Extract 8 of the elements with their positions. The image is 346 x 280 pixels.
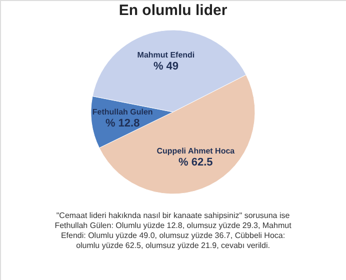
data-label: % 49 [153,60,179,73]
slice-label: Cuppeli Ahmet Hoca [156,146,236,156]
data-label: % 62.5 [178,156,213,169]
slice-label: Fethullah Gulen [92,108,153,117]
slice-label: Mahmut Efendi [137,50,195,60]
chart-title: En olumlu lider [118,2,228,19]
data-label: % 12.8 [105,118,140,130]
text: "Cemaat lideri hakıknda nasıl bir kanaate sahipsiniz" sorusuna ise Fethullah Gülen: Olumlu yüzde 12.8, olumsuz yüzde 29.3, Mahmut Efendi: Olumlu yüzde 49.0, olumsuz yüzde 36.7, Cübbeli Hoca: olumlu yüzde 62.5, olumsuz yüzde 21.9, cevabı verildi. [54,211,292,250]
